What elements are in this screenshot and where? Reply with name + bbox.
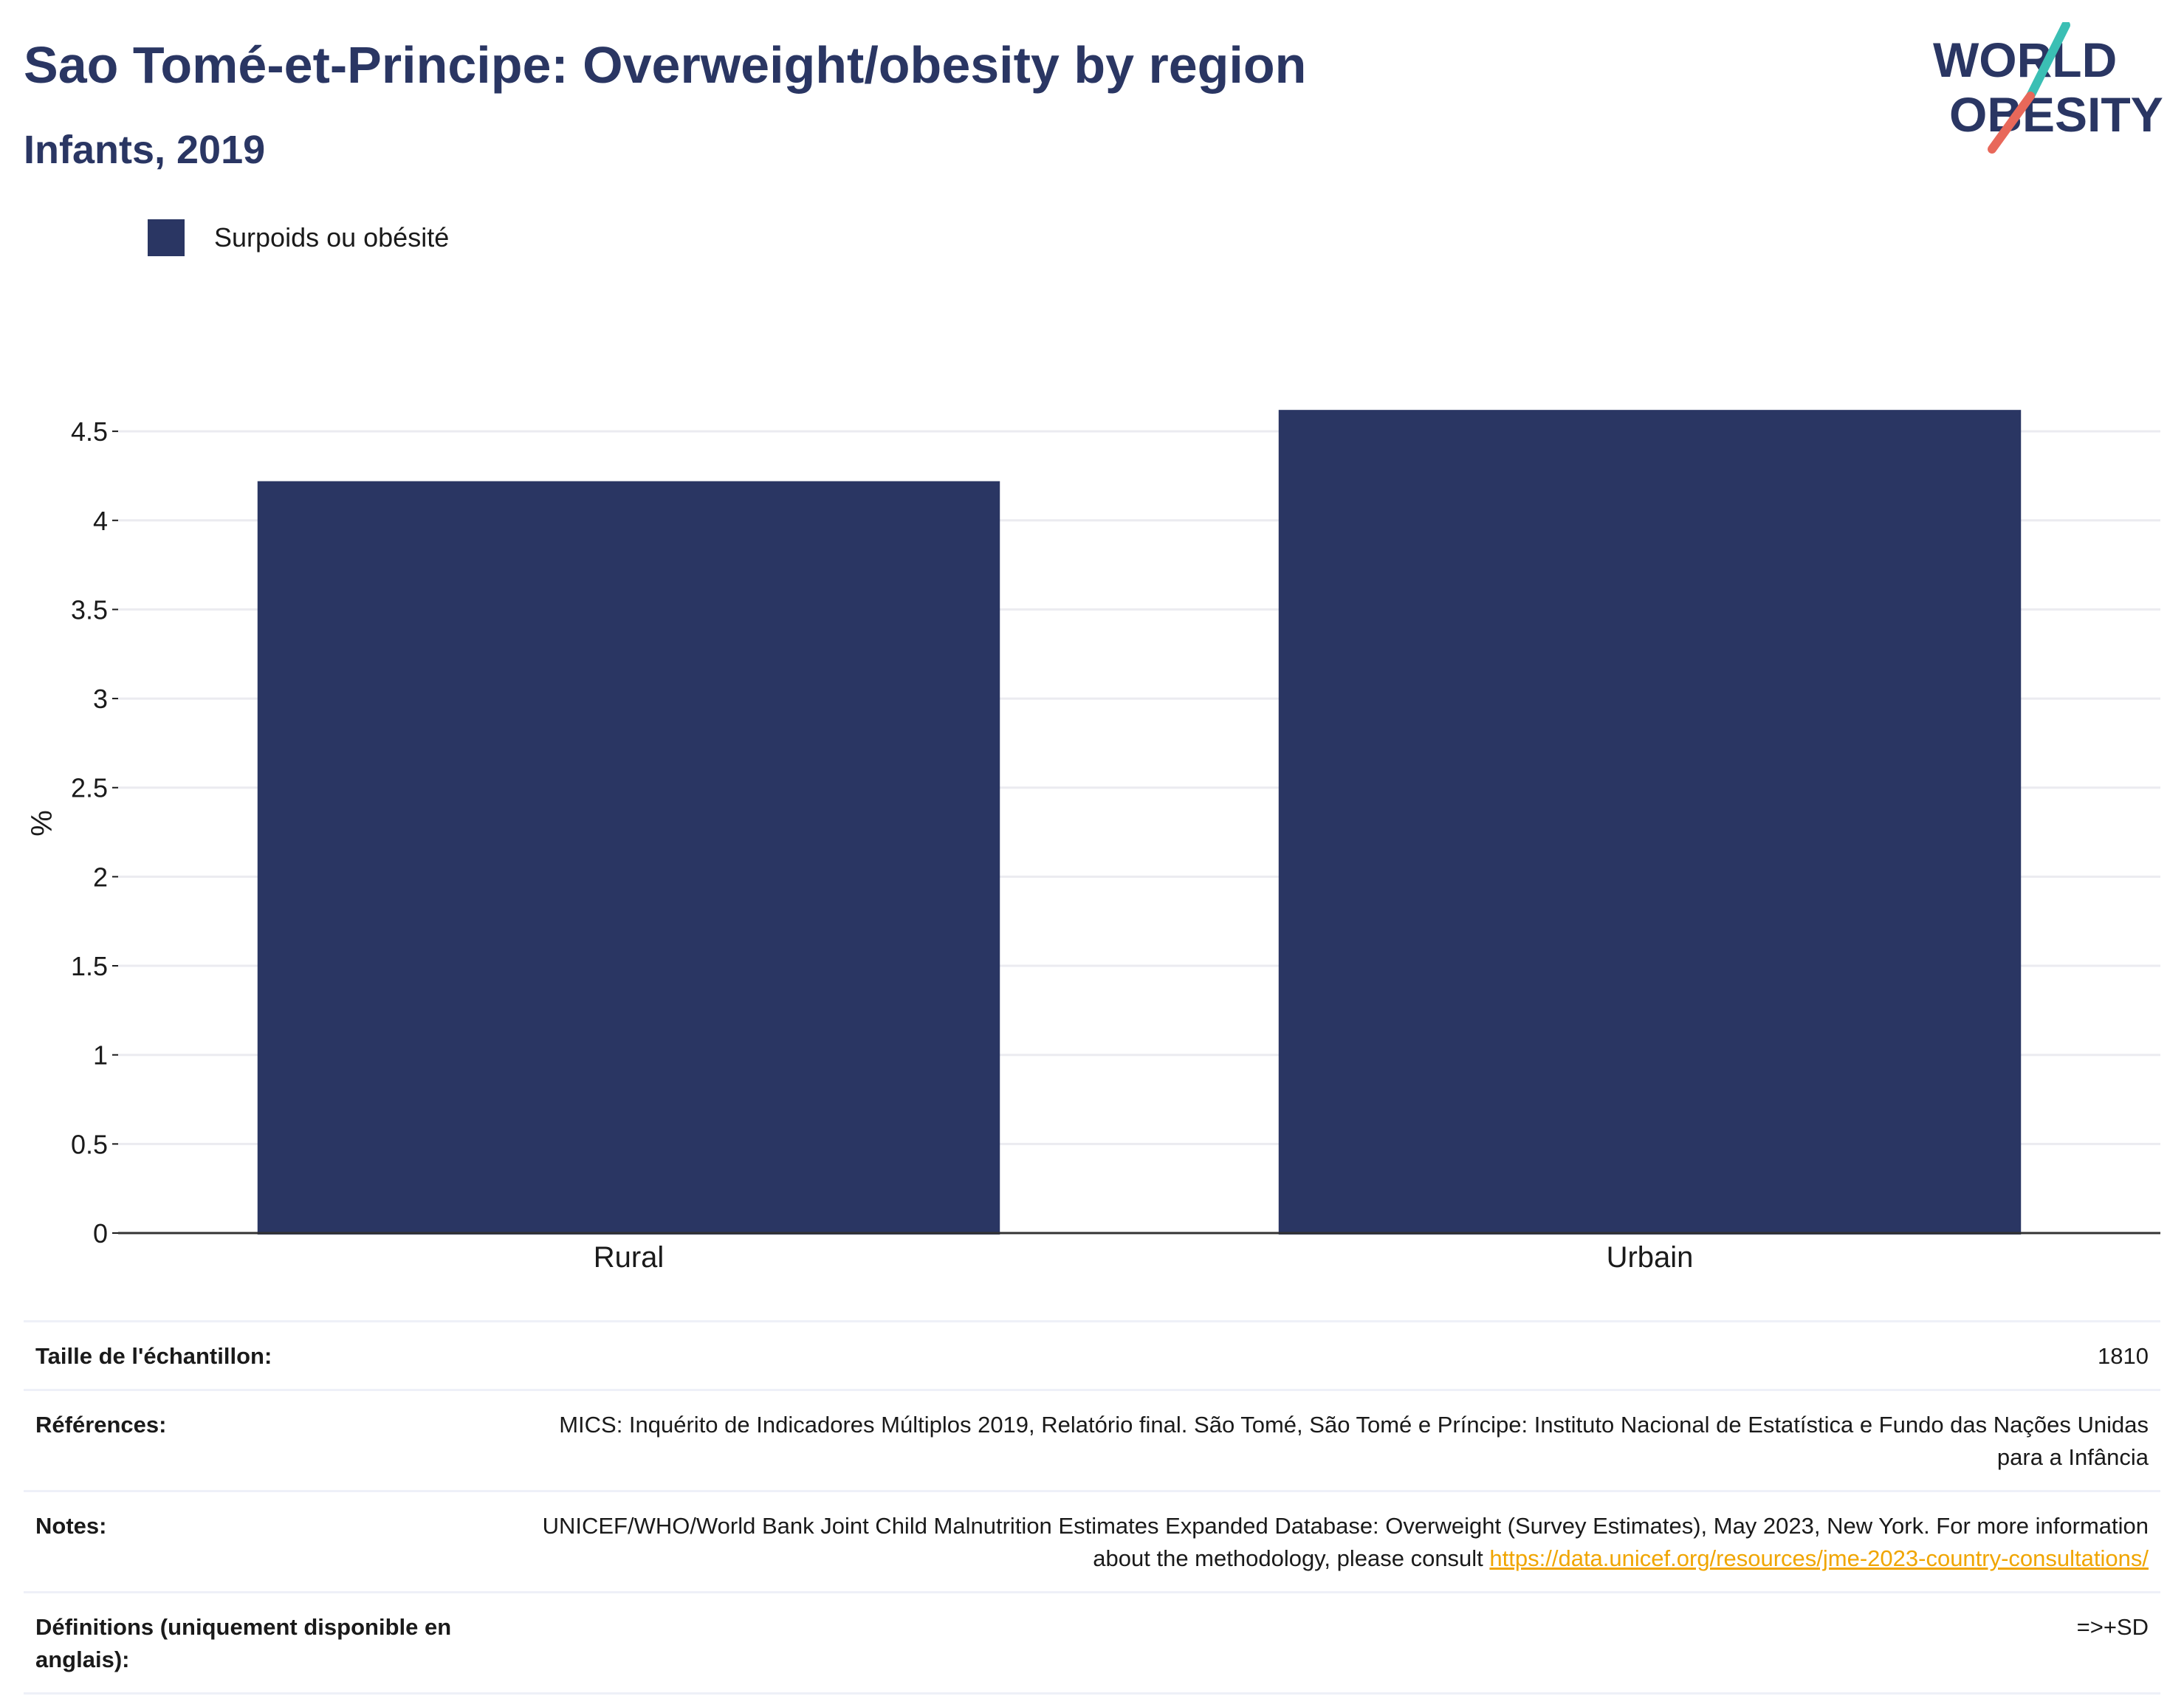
bar-urbain [1278,410,2022,1235]
definitions-label: Définitions (uniquement disponible en an… [35,1614,452,1672]
legend-swatch [148,219,185,256]
notes-value: UNICEF/WHO/World Bank Joint Child Malnut… [508,1510,2149,1575]
bar-rural [257,481,1000,1235]
footer-row-sample: Taille de l'échantillon: 1810 [24,1320,2160,1389]
legend-label: Surpoids ou obésité [214,222,450,253]
y-tick-label: 0.5 [71,1129,108,1159]
footer-row-references: Références: MICS: Inquérito de Indicador… [24,1389,2160,1490]
references-value: MICS: Inquérito de Indicadores Múltiplos… [559,1412,2149,1470]
definitions-value: =>+SD [2076,1614,2149,1640]
y-tick-label: 2 [93,862,108,892]
y-tick-label: 1 [93,1040,108,1071]
axes: 0 0.5 1 1.5 2 2.5 3 3.5 4 4.5 Rural Urbain% [26,416,2160,1274]
sample-size-value: 1810 [2098,1343,2149,1369]
y-tick-label: 2.5 [71,773,108,803]
notes-link[interactable]: https://data.unicef.org/resources/jme-20… [1489,1545,2149,1571]
y-tick-label: 0 [93,1218,108,1249]
bar-chart: 0 0.5 1 1.5 2 2.5 3 3.5 4 4.5 Rural Urbain% [26,410,2160,1274]
bars [257,410,2022,1235]
logo-slash-bottom [1988,92,2035,154]
y-tick-label: 3 [93,684,108,714]
y-tick-label: 1.5 [71,951,108,981]
x-tick-label: Urbain [1607,1241,1694,1274]
y-tick-label: 3.5 [71,594,108,625]
chart-legend[interactable]: Surpoids ou obésité [148,219,449,257]
notes-label: Notes: [35,1513,107,1539]
chart-subtitle: Infants, 2019 [24,128,266,172]
notes-text: UNICEF/WHO/World Bank Joint Child Malnut… [542,1513,2149,1571]
footer-row-definitions: Définitions (uniquement disponible en an… [24,1591,2160,1695]
logo-word-obesity: OBESITY [1949,87,2163,142]
references-label: Références: [35,1412,167,1438]
logo-slash-top [2026,22,2070,100]
chart-title: Sao Tomé-et-Principe: Overweight/obesity… [24,36,1307,94]
footer-row-notes: Notes: UNICEF/WHO/World Bank Joint Child… [24,1490,2160,1591]
y-tick-label: 4.5 [71,416,108,447]
logo-word-world: WORLD [1933,32,2117,87]
world-obesity-logo: WORLD OBESITY [1933,22,2163,154]
x-tick-label: Rural [594,1241,665,1274]
y-axis-label: % [26,810,58,837]
y-tick-label: 4 [93,506,108,536]
chart-footer: Taille de l'échantillon: 1810 Références… [24,1320,2160,1695]
sample-size-label: Taille de l'échantillon: [35,1343,272,1369]
